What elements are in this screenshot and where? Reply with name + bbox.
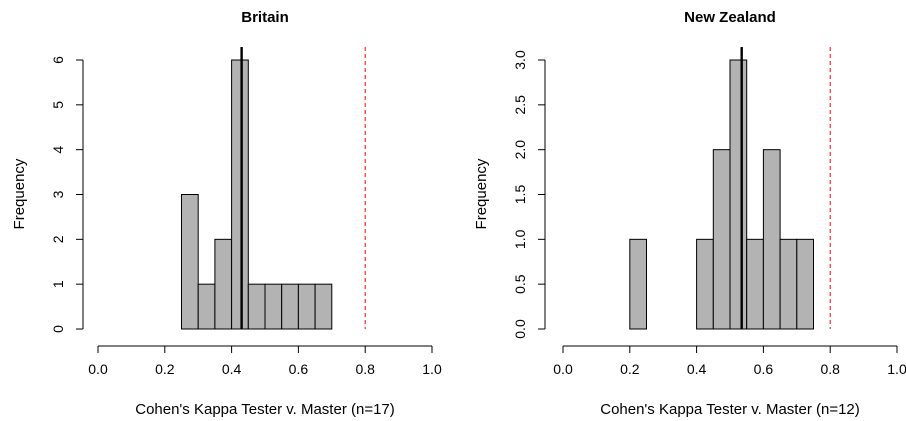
new-zealand-x-tick-label: 0.8 [820, 361, 840, 377]
new-zealand-bar [779, 238, 798, 330]
britain-x-tick-label: 0.4 [222, 361, 242, 377]
britain-y-axis: 0 1 2 3 4 5 6 [50, 56, 84, 333]
britain-bar [264, 283, 283, 330]
new-zealand-x-tick-label: 0.4 [687, 361, 707, 377]
new-zealand-y-tick-label: 0.5 [512, 274, 528, 294]
britain-y-tick-label: 2 [50, 235, 66, 243]
britain-bar [281, 283, 299, 330]
new-zealand-y-tick-label: 1.0 [512, 229, 528, 249]
britain-x-tick-label: 0.8 [355, 361, 375, 377]
britain-y-tick-label: 6 [50, 56, 66, 64]
britain-y-tick-label: 1 [50, 280, 66, 288]
new-zealand-x-axis-label: Cohen's Kappa Tester v. Master (n=12) [600, 401, 860, 418]
britain-bar [181, 194, 199, 330]
britain-y-tick-label: 5 [50, 101, 66, 109]
new-zealand-bar [696, 238, 714, 330]
new-zealand-x-tick-label: 0.2 [620, 361, 640, 377]
britain-bar [314, 283, 333, 330]
britain-y-axis-label: Frequency [11, 158, 28, 229]
new-zealand-bars [629, 59, 814, 330]
new-zealand-x-axis: 0.0 0.2 0.4 0.6 0.8 1.0 [553, 345, 906, 377]
britain-x-tick-label: 0.6 [289, 361, 309, 377]
britain-bar [297, 283, 316, 330]
britain-chart-title: Britain [241, 9, 289, 26]
new-zealand-x-tick-label: 0.0 [553, 361, 573, 377]
new-zealand-y-tick-label: 0.0 [512, 319, 528, 339]
britain-bar [197, 283, 216, 330]
britain-x-tick-label: 1.0 [422, 361, 442, 377]
new-zealand-bar [796, 238, 814, 330]
new-zealand-bar [729, 59, 748, 330]
britain-x-tick-label: 0.0 [88, 361, 108, 377]
britain-y-tick-label: 4 [50, 146, 66, 154]
britain-bar [231, 59, 249, 330]
new-zealand-reference-lines [740, 47, 831, 329]
britain-panel: Britain Frequency Cohen's Kappa Tester v… [11, 9, 442, 418]
new-zealand-x-tick-label: 0.6 [754, 361, 774, 377]
new-zealand-chart-title: New Zealand [684, 9, 776, 26]
britain-bars [181, 59, 333, 330]
new-zealand-x-tick-label: 1.0 [887, 361, 906, 377]
britain-bar [214, 238, 233, 330]
britain-reference-lines [240, 47, 366, 329]
new-zealand-bar [629, 238, 647, 330]
britain-x-axis-label: Cohen's Kappa Tester v. Master (n=17) [135, 401, 395, 418]
new-zealand-y-tick-label: 1.5 [512, 185, 528, 205]
new-zealand-y-axis: 0.0 0.5 1.0 1.5 2.0 2.5 3.0 [512, 50, 546, 339]
new-zealand-y-tick-label: 2.5 [512, 95, 528, 115]
britain-y-tick-label: 3 [50, 190, 66, 198]
britain-x-tick-label: 0.2 [155, 361, 175, 377]
new-zealand-y-axis-label: Frequency [473, 158, 490, 229]
new-zealand-y-tick-label: 3.0 [512, 50, 528, 70]
new-zealand-bar [712, 149, 731, 330]
new-zealand-bar [762, 149, 781, 330]
britain-x-axis: 0.0 0.2 0.4 0.6 0.8 1.0 [88, 345, 442, 377]
britain-y-tick-label: 0 [50, 325, 66, 333]
new-zealand-bar [746, 238, 764, 330]
new-zealand-panel: New Zealand Frequency Cohen's Kappa Test… [473, 9, 906, 418]
britain-bar [247, 283, 266, 330]
new-zealand-y-tick-label: 2.0 [512, 140, 528, 160]
